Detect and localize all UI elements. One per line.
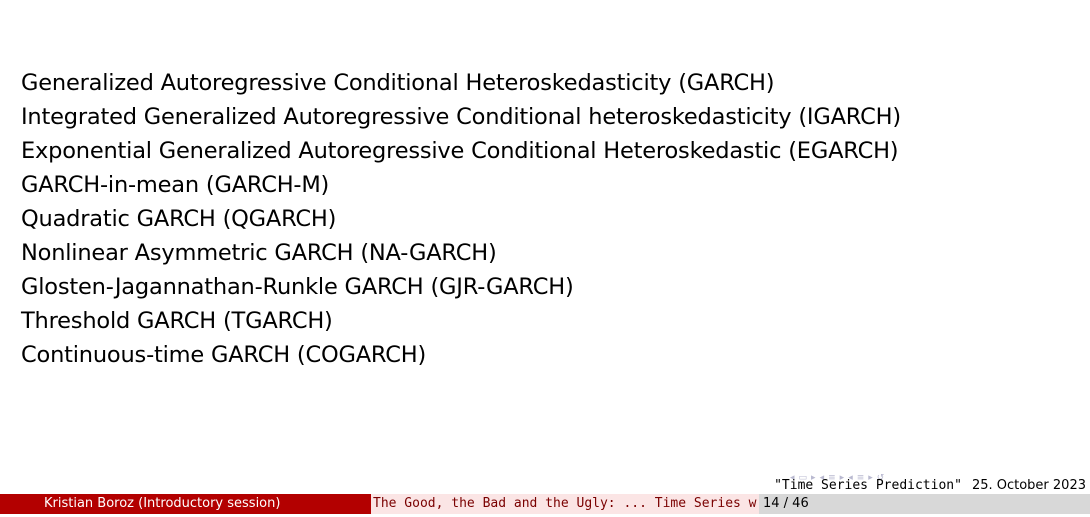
footer-page-number: 14 / 46	[759, 494, 1090, 514]
beamer-navigation[interactable]: ◂ ▭ ▸ ◂ ≡ ▸ ◂ ≡ ▸ ↺	[790, 472, 884, 484]
nav-next-icon[interactable]: ▸	[868, 473, 873, 483]
list-item: Generalized Autoregressive Conditional H…	[21, 70, 775, 96]
list-item: Continuous-time GARCH (COGARCH)	[21, 342, 427, 368]
nav-prev-icon[interactable]: ◂	[819, 473, 825, 483]
list-item: Nonlinear Asymmetric GARCH (NA-GARCH)	[21, 240, 497, 266]
footer-talk-title: The Good, the Bad and the Ugly: ... Time…	[371, 494, 759, 514]
nav-search-icon[interactable]: ↺	[876, 473, 885, 483]
nav-subsection-icon[interactable]: ≡	[856, 473, 865, 483]
nav-section-icon[interactable]: ≡	[828, 473, 836, 483]
garch-variants-list: Generalized Autoregressive Conditional H…	[21, 66, 901, 372]
list-item: Exponential Generalized Autoregressive C…	[21, 138, 899, 164]
footer-title-segment: The Good, the Bad and the Ugly: ... Time…	[369, 494, 759, 514]
nav-prev-icon[interactable]: ◂	[848, 473, 853, 483]
nav-next-icon[interactable]: ▸	[839, 473, 845, 483]
nav-next-icon[interactable]: ▸	[811, 473, 816, 483]
presentation-date: 25. October 2023	[971, 478, 1086, 493]
list-item: Threshold GARCH (TGARCH)	[21, 308, 333, 334]
list-item: Integrated Generalized Autoregressive Co…	[21, 104, 901, 130]
slide-caption: "Time Series Prediction" 25. October 2023	[774, 478, 1086, 494]
list-item: Glosten-Jagannathan-Runkle GARCH (GJR-GA…	[21, 274, 574, 300]
list-item: Quadratic GARCH (QGARCH)	[21, 206, 337, 232]
nav-prev-icon[interactable]: ◂	[790, 473, 795, 483]
presentation-title: "Time Series Prediction"	[774, 478, 962, 493]
footer-bar: Kristian Boroz (Introductory session) Th…	[0, 494, 1090, 514]
list-item: GARCH-in-mean (GARCH-M)	[21, 172, 330, 198]
nav-frame-icon[interactable]: ▭	[798, 473, 808, 483]
footer-author: Kristian Boroz (Introductory session)	[0, 494, 369, 514]
